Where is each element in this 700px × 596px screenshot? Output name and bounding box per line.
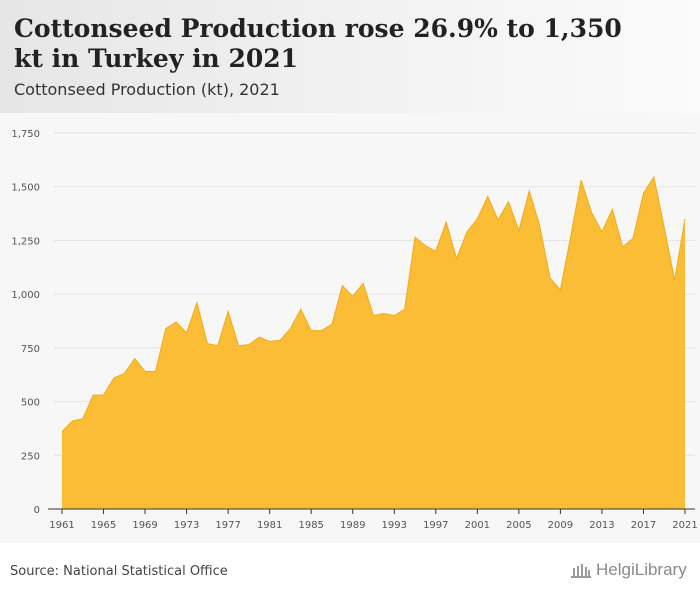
y-tick-label: 1,000 [11, 290, 40, 301]
chart-title: Cottonseed Production rose 26.9% to 1,35… [14, 14, 622, 73]
header: Cottonseed Production rose 26.9% to 1,35… [0, 0, 700, 113]
y-tick-label: 250 [21, 451, 40, 462]
series-line [61, 175, 686, 432]
x-tick-label: 1973 [174, 520, 199, 531]
x-tick-label: 1961 [49, 520, 74, 531]
y-tick-label: 1,250 [11, 236, 40, 247]
x-tick-label: 2005 [506, 520, 531, 531]
x-tick-label: 1985 [298, 520, 323, 531]
y-tick-label: 1,500 [11, 183, 40, 194]
x-tick-label: 1997 [423, 520, 448, 531]
helgi-library-logo: HelgiLibrary [570, 560, 687, 580]
source-note: Source: National Statistical Office [10, 564, 228, 579]
y-tick-label: 0 [34, 505, 40, 516]
x-tick-label: 1981 [257, 520, 282, 531]
x-tick-label: 2009 [548, 520, 573, 531]
x-axis-ticks: 1961 1965 1969 1973 1977 1981 1985 1989 1993 1997… [49, 509, 698, 531]
y-axis-ticks: 0 250 500 750 1,000 1,250 1,500 1,750 [11, 129, 40, 516]
x-tick-label: 2001 [465, 520, 490, 531]
chart-subtitle: Cottonseed Production (kt), 2021 [14, 80, 280, 99]
x-tick-label: 2013 [589, 520, 614, 531]
library-building-icon [571, 564, 591, 578]
x-tick-label: 1993 [382, 520, 407, 531]
x-tick-label: 2021 [672, 520, 697, 531]
x-tick-label: 1977 [215, 520, 240, 531]
logo-text: HelgiLibrary [596, 560, 687, 579]
x-tick-label: 1969 [132, 520, 157, 531]
x-tick-label: 2017 [631, 520, 656, 531]
y-tick-label: 500 [21, 398, 40, 409]
x-tick-label: 1989 [340, 520, 365, 531]
series-area [62, 177, 685, 510]
y-tick-label: 750 [21, 344, 40, 355]
x-tick-label: 1965 [91, 520, 116, 531]
y-tick-label: 1,750 [11, 129, 40, 140]
